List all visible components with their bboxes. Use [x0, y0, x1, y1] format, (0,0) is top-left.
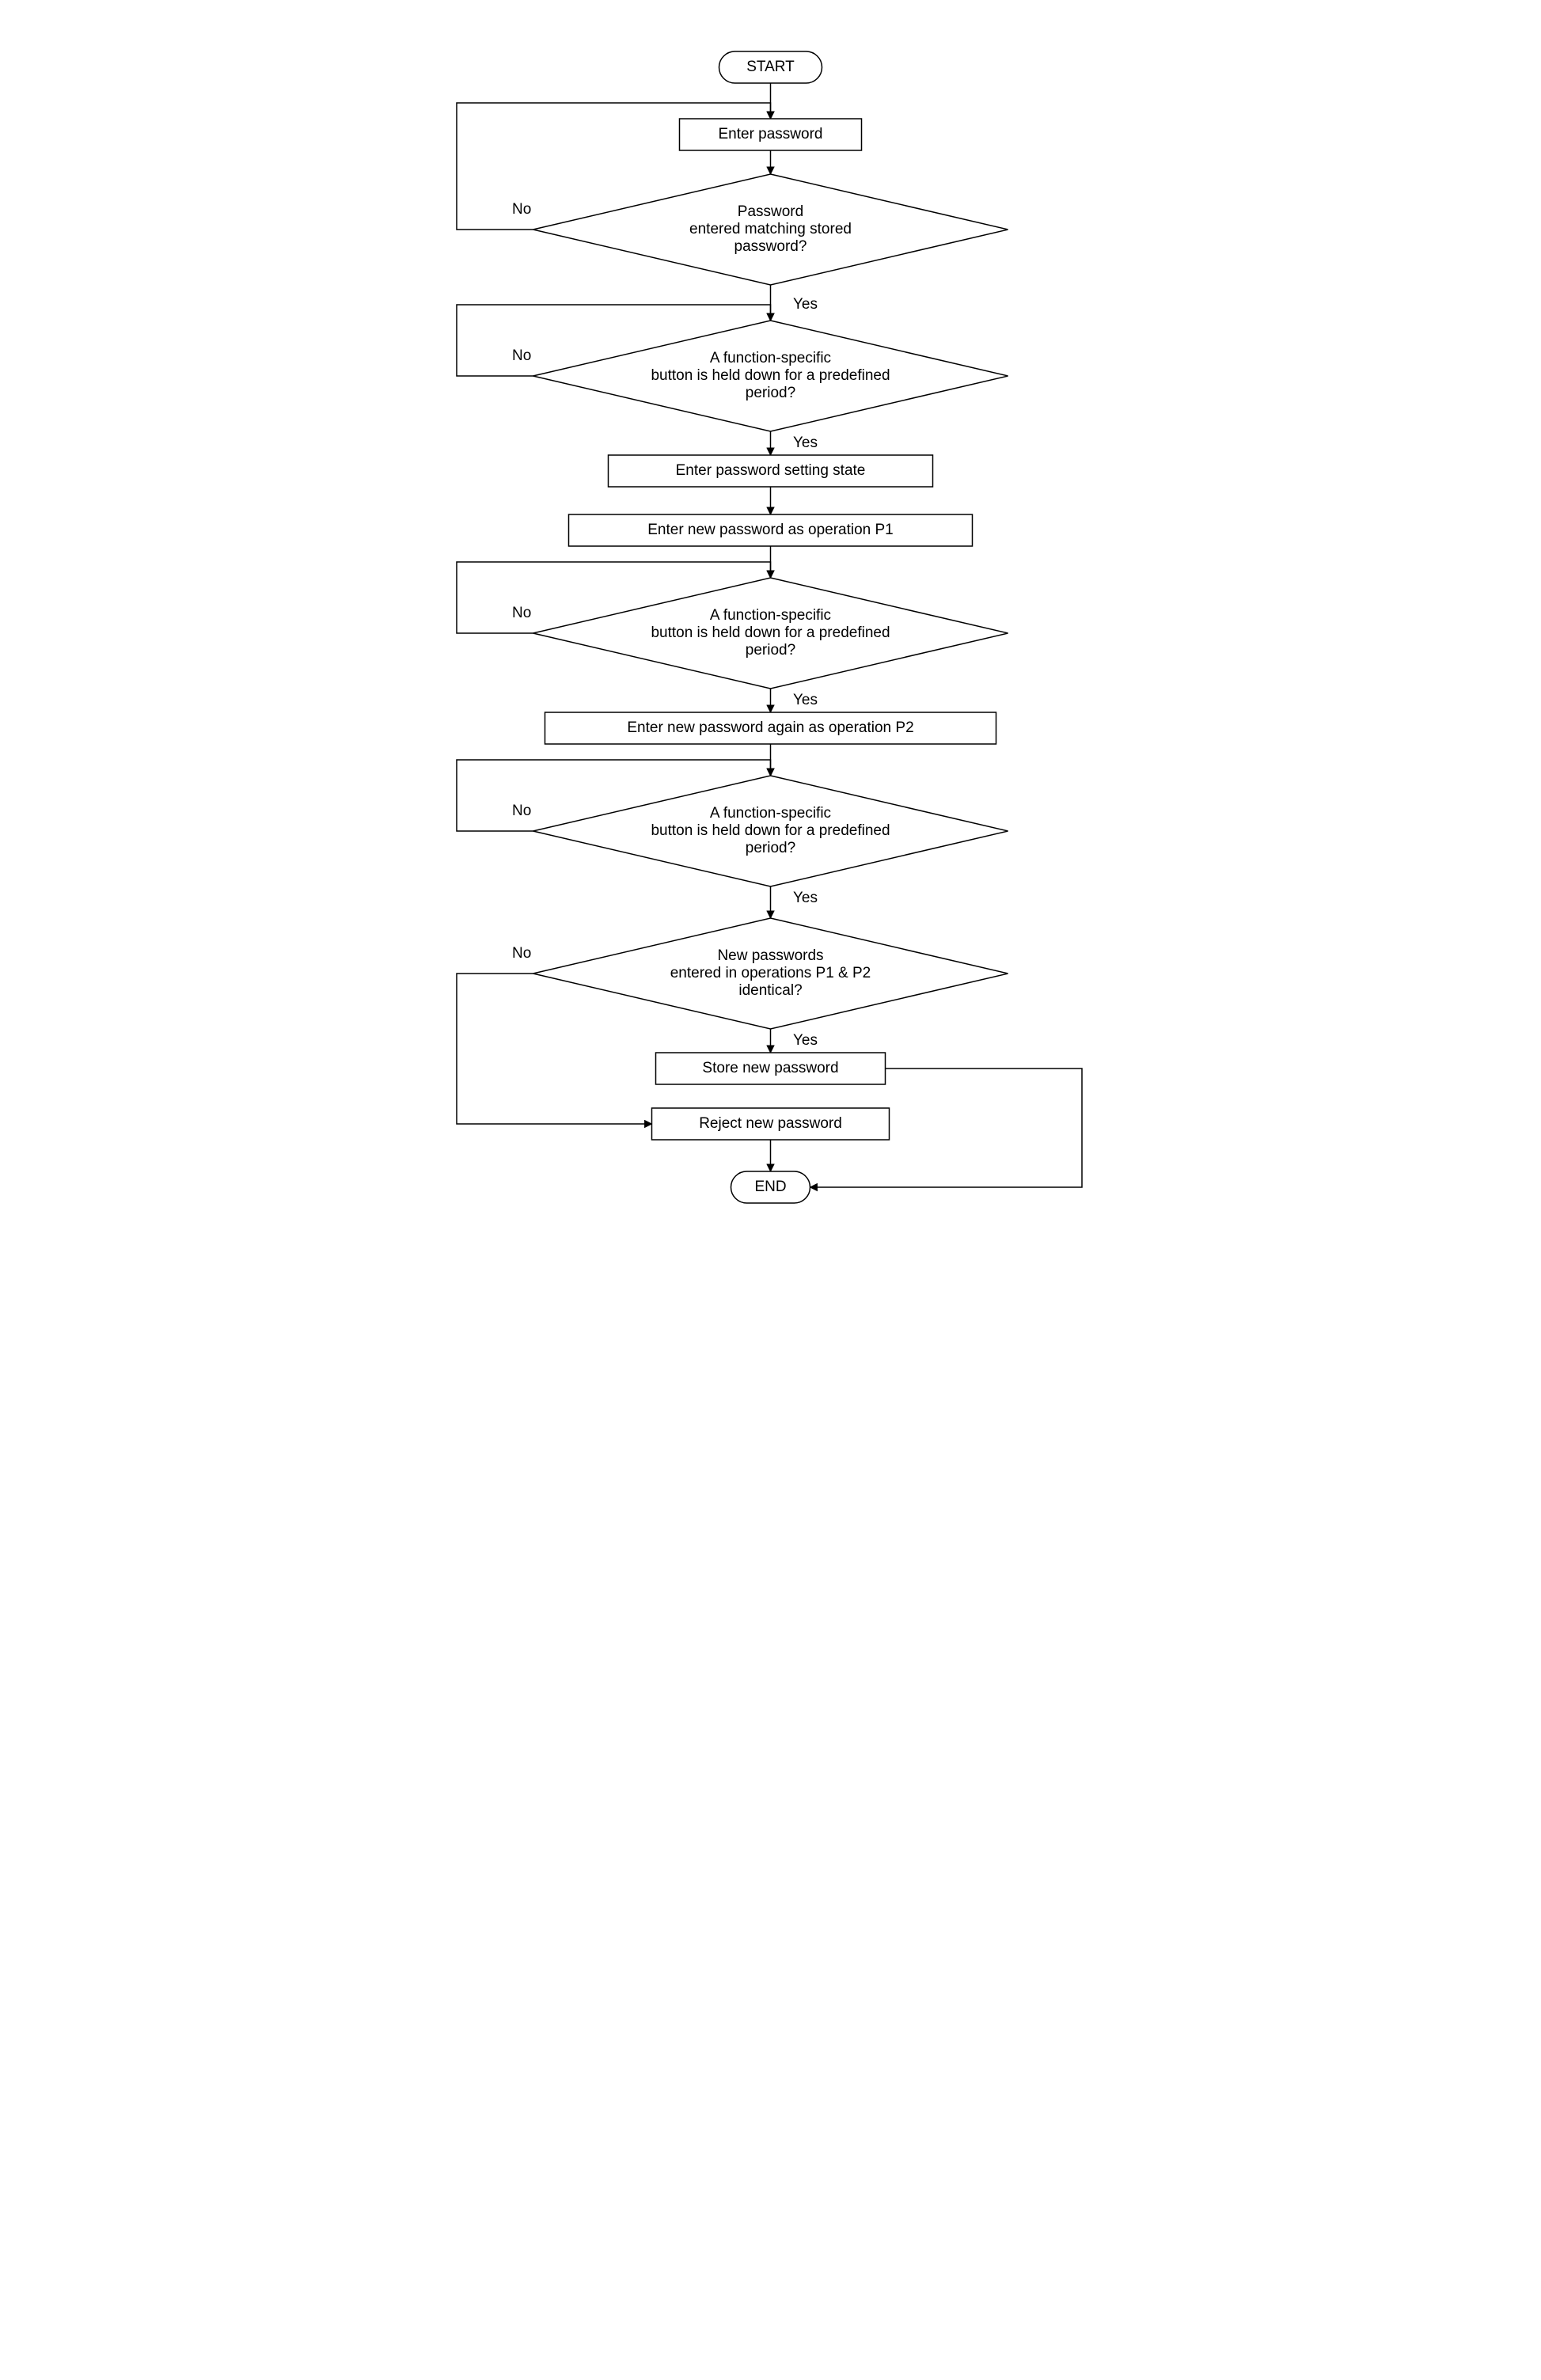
- node-text: password?: [734, 238, 807, 255]
- node-text: period?: [746, 642, 795, 659]
- flowchart: Yes No Yes No Yes No Yes No Yes No START Enter pass…: [385, 32, 1156, 1222]
- node-text: button is held down for a predefined: [651, 624, 890, 641]
- node-text: A function-specific: [710, 805, 831, 822]
- edge-label: No: [512, 347, 531, 364]
- edge-label: Yes: [793, 435, 818, 451]
- edge-label: Yes: [793, 692, 818, 708]
- node-text: button is held down for a predefined: [651, 367, 890, 384]
- edge-label: Yes: [793, 890, 818, 906]
- node-r4: Enter new password again as operation P2: [545, 712, 996, 744]
- node-text: entered in operations P1 & P2: [670, 965, 871, 981]
- edge-label: Yes: [793, 296, 818, 313]
- node-r3: Enter new password as operation P1: [568, 514, 972, 546]
- edge-label: No: [512, 803, 531, 819]
- node-text: A function-specific: [710, 607, 831, 624]
- node-text: period?: [746, 840, 795, 856]
- node-text: Store new password: [702, 1060, 838, 1076]
- node-text: START: [746, 59, 795, 75]
- node-text: identical?: [738, 982, 802, 999]
- node-text: A function-specific: [710, 350, 831, 366]
- node-d4: A function-specificbutton is held down f…: [533, 776, 1008, 886]
- node-r5: Store new password: [655, 1053, 885, 1084]
- node-text: Enter new password again as operation P2: [627, 719, 913, 736]
- edge-label: Yes: [793, 1032, 818, 1049]
- node-text: END: [754, 1179, 786, 1195]
- node-text: Password: [738, 203, 803, 220]
- node-text: button is held down for a predefined: [651, 822, 890, 839]
- node-text: entered matching stored: [689, 221, 852, 237]
- node-text: period?: [746, 385, 795, 401]
- node-r6: Reject new password: [651, 1108, 889, 1140]
- node-d5: New passwordsentered in operations P1 & …: [533, 918, 1008, 1029]
- node-text: New passwords: [717, 947, 823, 964]
- node-text: Reject new password: [699, 1115, 842, 1132]
- node-d2: A function-specificbutton is held down f…: [533, 321, 1008, 431]
- node-text: Enter password: [718, 126, 822, 142]
- edge: [457, 974, 652, 1124]
- edge-label: No: [512, 945, 531, 962]
- node-text: Enter new password as operation P1: [647, 522, 894, 538]
- node-enter: Enter password: [679, 119, 861, 150]
- node-end: END: [731, 1171, 810, 1203]
- edge-label: No: [512, 605, 531, 621]
- node-start: START: [719, 51, 822, 83]
- edge-label: No: [512, 201, 531, 218]
- node-r2: Enter password setting state: [608, 455, 932, 487]
- node-text: Enter password setting state: [675, 462, 865, 479]
- node-d1: Passwordentered matching storedpassword?: [533, 174, 1008, 285]
- node-d3: A function-specificbutton is held down f…: [533, 578, 1008, 689]
